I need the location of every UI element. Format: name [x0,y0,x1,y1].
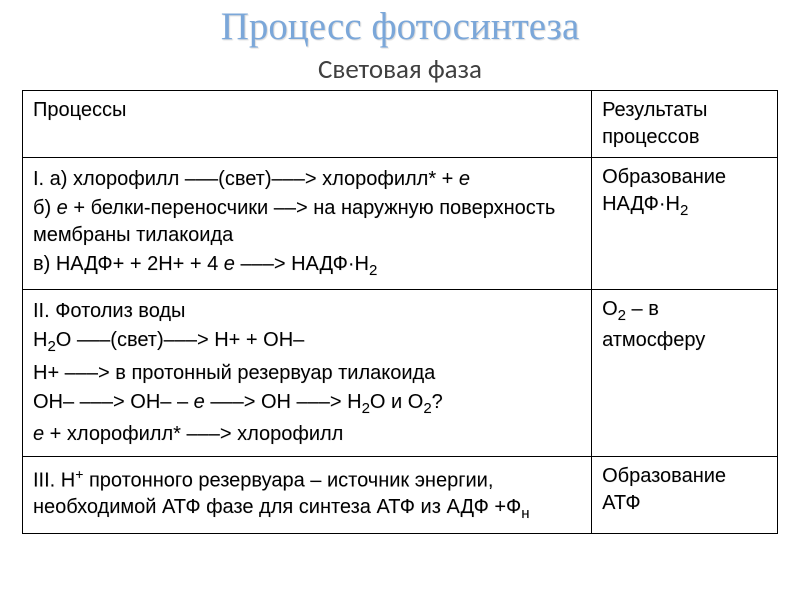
table-header-row: ПроцессыРезультаты процессов [23,91,778,158]
table-cell: II. Фотолиз водыН2О –––(свет)–––> Н+ + О… [23,290,592,457]
table-cell: III. Н+ протонного резервуара – источник… [23,456,592,533]
table-cell: Образование АТФ [592,456,778,533]
table-cell: Процессы [23,91,592,158]
table-cell: I. а) хлорофилл –––(свет)–––> хлорофилл*… [23,158,592,290]
table-cell: Образование НАДФ·H2 [592,158,778,290]
table-row: I. а) хлорофилл –––(свет)–––> хлорофилл*… [23,158,778,290]
table-row: III. Н+ протонного резервуара – источник… [23,456,778,533]
table-row: II. Фотолиз водыН2О –––(свет)–––> Н+ + О… [23,290,778,457]
table-body: ПроцессыРезультаты процессовI. а) хлороф… [23,91,778,534]
photosynthesis-table: ПроцессыРезультаты процессовI. а) хлороф… [22,90,778,534]
table-cell: Результаты процессов [592,91,778,158]
slide-subtitle: Световая фаза [0,51,800,90]
slide-title: Процесс фотосинтеза [0,0,800,51]
table-cell: О2 – в атмосферу [592,290,778,457]
